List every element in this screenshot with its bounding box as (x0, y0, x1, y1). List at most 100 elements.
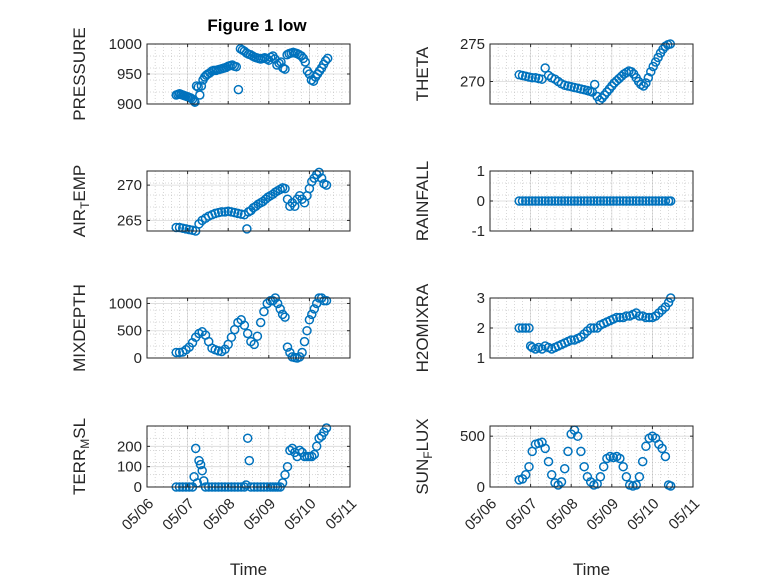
axes-box (489, 425, 694, 488)
data-point (615, 453, 625, 464)
data-point (618, 196, 628, 206)
data-point (196, 81, 207, 91)
y-tick-label: 3 (477, 290, 485, 307)
data-point (195, 459, 206, 470)
subplot-air-temp: 265 270 AIRTEMP (70, 165, 351, 237)
data-point (595, 196, 606, 206)
data-point (527, 73, 537, 83)
data-point (517, 323, 528, 333)
y-axis-label: TERRMSL (70, 418, 92, 495)
data-point (615, 196, 625, 206)
data-point (621, 196, 632, 206)
axes-box (146, 425, 351, 488)
data-point (637, 196, 648, 206)
y-tick-label: 0 (134, 479, 142, 496)
data-point (514, 196, 524, 206)
data-point (553, 196, 563, 206)
data-point (563, 196, 573, 206)
data-point (239, 320, 250, 331)
data-point (621, 472, 632, 482)
data-point (648, 61, 658, 72)
figure-title: Figure 1 low (207, 16, 307, 35)
data-point (646, 66, 656, 77)
data-point (514, 323, 524, 333)
data-point (540, 196, 550, 206)
data-point (316, 173, 327, 183)
data-point (657, 443, 667, 454)
y-axis-label: MIXDEPTH (70, 284, 89, 372)
data-point (653, 52, 663, 63)
data-point (550, 196, 560, 206)
y-tick-label: 500 (117, 323, 142, 340)
data-point (259, 306, 269, 317)
data-point (579, 461, 589, 472)
data-point (559, 463, 570, 474)
data-point (242, 224, 252, 234)
data-point (252, 331, 263, 341)
data-point (618, 461, 628, 472)
axes-box (489, 43, 694, 105)
y-tick-label: 275 (460, 36, 485, 53)
data-point (576, 196, 586, 206)
data-point (621, 311, 632, 321)
y-tick-label: 1000 (109, 36, 142, 53)
data-point (585, 323, 596, 333)
data-point (602, 87, 612, 97)
data-point (300, 57, 311, 67)
data-point (634, 472, 645, 482)
data-point (524, 196, 534, 206)
data-point (530, 196, 541, 206)
data-point (242, 328, 253, 339)
data-point (650, 196, 661, 206)
data-point (309, 304, 320, 314)
data-point (297, 347, 307, 358)
data-point (242, 433, 253, 443)
data-point (626, 66, 637, 77)
data-point (569, 196, 580, 206)
data-point (304, 315, 315, 325)
axes-background (147, 171, 350, 231)
data-point (572, 196, 583, 206)
data-point (285, 445, 295, 456)
y-tick-label: 0 (477, 479, 485, 496)
subplot-h2omixra: 1 2 3 H2OMIXRA (413, 283, 694, 372)
y-axis-label: THETA (413, 46, 432, 101)
data-point (524, 323, 534, 333)
data-point (579, 196, 589, 206)
y-tick-label: 270 (117, 177, 142, 194)
data-point (255, 317, 266, 328)
y-tick-label: 900 (117, 96, 142, 113)
x-axis-label: Time (230, 560, 267, 579)
data-series (514, 39, 676, 106)
data-point (527, 196, 537, 206)
data-point (647, 196, 658, 206)
data-point (272, 298, 283, 309)
data-point (602, 196, 612, 206)
subplot-pressure: 900 950 1000 PRESSURE (70, 27, 351, 121)
data-point (540, 443, 550, 454)
data-point (171, 347, 181, 358)
data-point (524, 461, 534, 472)
data-point (598, 196, 609, 206)
data-point (314, 167, 324, 178)
data-point (559, 196, 570, 206)
data-point (595, 472, 606, 482)
data-point (660, 196, 671, 206)
data-point (665, 196, 676, 206)
data-point (309, 449, 320, 460)
data-point (585, 196, 596, 206)
data-point (624, 196, 635, 206)
y-tick-label: -1 (472, 223, 485, 240)
data-point (533, 196, 544, 206)
data-series (514, 293, 676, 354)
data-point (543, 456, 554, 467)
data-point (589, 79, 600, 90)
data-point (644, 312, 654, 323)
data-point (302, 325, 312, 336)
data-point (634, 196, 645, 206)
data-point (199, 476, 209, 486)
data-point (311, 441, 322, 452)
data-point (543, 196, 554, 206)
data-point (592, 196, 602, 206)
